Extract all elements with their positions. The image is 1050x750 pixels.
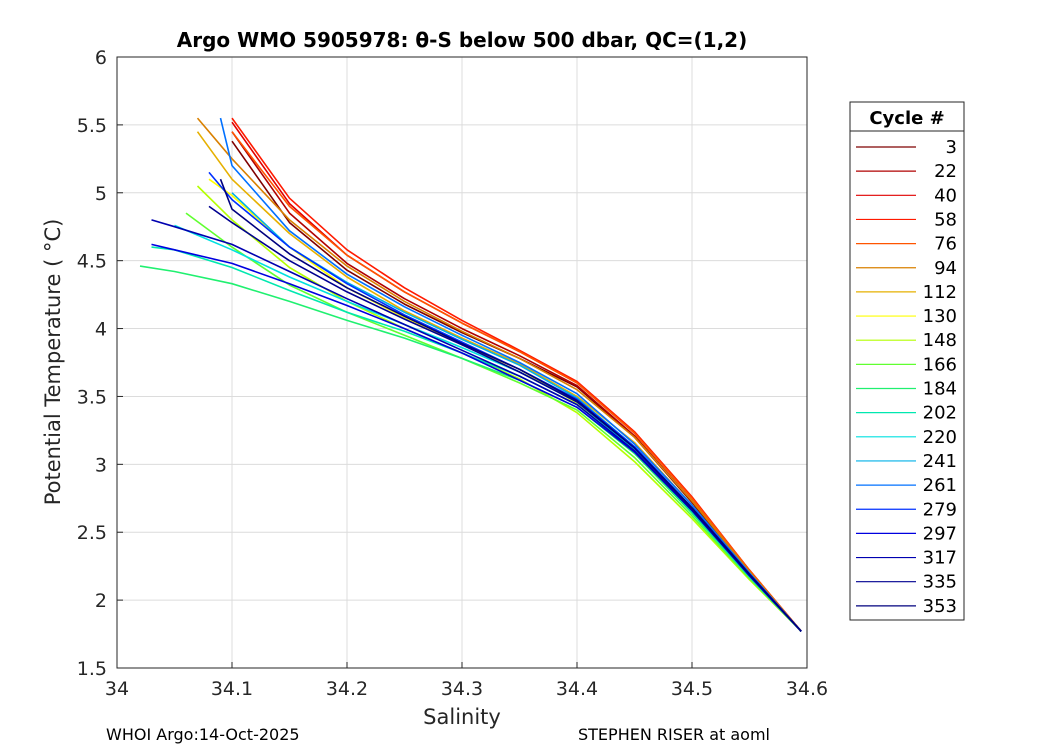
legend-label-353: 353 xyxy=(923,596,957,617)
legend-label-130: 130 xyxy=(923,306,957,327)
series-layer xyxy=(139,117,802,632)
y-tick-label: 3.5 xyxy=(77,386,107,408)
x-tick-label: 34.4 xyxy=(556,678,598,700)
footer-source: WHOI Argo:14-Oct-2025 xyxy=(106,725,300,744)
legend-label-58: 58 xyxy=(934,209,957,230)
legend-label-22: 22 xyxy=(934,161,957,182)
y-tick-label: 2.5 xyxy=(77,522,107,544)
legend-label-241: 241 xyxy=(923,451,957,472)
series-line-261 xyxy=(219,117,802,632)
legend-label-184: 184 xyxy=(923,379,957,400)
y-tick-label: 1.5 xyxy=(77,658,107,680)
x-tick-label: 34.6 xyxy=(786,678,828,700)
legend-label-220: 220 xyxy=(923,427,957,448)
y-tick-label: 5 xyxy=(95,183,107,205)
y-tick-label: 6 xyxy=(95,47,107,69)
legend-label-94: 94 xyxy=(934,258,957,279)
chart-title: Argo WMO 5905978: θ-S below 500 dbar, QC… xyxy=(177,28,747,52)
x-tick-label: 34.5 xyxy=(671,678,713,700)
series-line-76 xyxy=(231,131,802,632)
y-tick-label: 3 xyxy=(95,454,107,476)
x-axis-label: Salinity xyxy=(423,705,501,729)
legend-label-40: 40 xyxy=(934,185,957,206)
x-tick-label: 34.2 xyxy=(326,678,368,700)
series-line-94 xyxy=(196,117,802,632)
legend-label-3: 3 xyxy=(946,137,957,158)
y-tick-label: 4.5 xyxy=(77,251,107,273)
y-tick-label: 4 xyxy=(95,319,107,341)
ticks: 34 34.1 34.2 34.3 34.4 34.5 34.6 1.5 2 2.5 3 3.5 4 4.… xyxy=(77,47,828,700)
y-tick-label: 2 xyxy=(95,590,107,612)
footer-credit: STEPHEN RISER at aoml xyxy=(578,725,770,744)
legend-label-166: 166 xyxy=(923,354,957,375)
legend-items: 3 22 40 58 76 94 112 130 148 166 184 202 220 241 261 27… xyxy=(856,137,957,617)
legend-label-279: 279 xyxy=(923,499,957,520)
series-line-353 xyxy=(219,178,802,632)
x-tick-label: 34.3 xyxy=(441,678,483,700)
x-tick-label: 34 xyxy=(105,678,129,700)
legend: Cycle # 3 22 40 58 76 94 112 130 148 166 184 202 220… xyxy=(849,101,965,621)
legend-label-202: 202 xyxy=(923,403,957,424)
series-line-317 xyxy=(151,219,802,632)
series-line-166 xyxy=(185,212,802,632)
legend-label-148: 148 xyxy=(923,330,957,351)
legend-label-112: 112 xyxy=(923,282,957,303)
legend-title: Cycle # xyxy=(869,108,944,129)
legend-label-297: 297 xyxy=(923,523,957,544)
legend-label-261: 261 xyxy=(923,475,957,496)
legend-label-76: 76 xyxy=(934,234,957,255)
y-axis-label: Potential Temperature ( °C) xyxy=(41,219,65,506)
x-tick-label: 34.1 xyxy=(211,678,253,700)
series-line-184 xyxy=(139,265,802,632)
legend-label-335: 335 xyxy=(923,572,957,593)
legend-label-317: 317 xyxy=(923,548,957,569)
y-tick-label: 5.5 xyxy=(77,115,107,137)
